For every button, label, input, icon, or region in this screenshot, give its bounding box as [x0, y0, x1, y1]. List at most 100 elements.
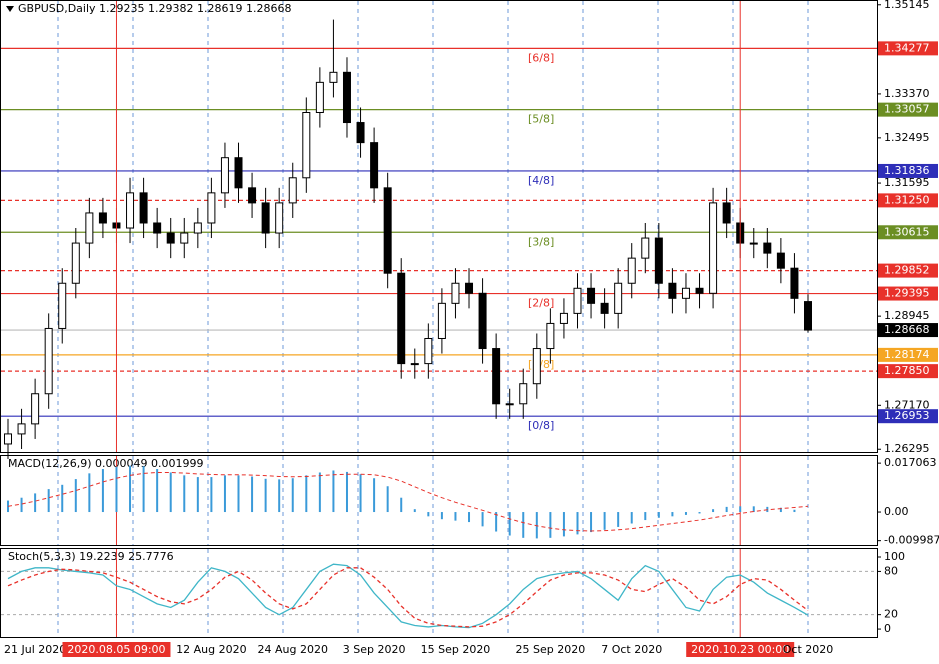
candle-body — [709, 202, 718, 294]
level-label-bg — [878, 102, 938, 117]
y-tick-label: 1.33370 — [884, 87, 930, 100]
signal-line — [7, 471, 809, 532]
y-tick-label: 0.017063 — [884, 456, 937, 469]
x-tick-label: 7 Oct 2020 — [601, 643, 662, 656]
y-tick-label: 1.31595 — [884, 176, 930, 189]
x-tick-label: 15 Sep 2020 — [421, 643, 491, 656]
level-label: 1.29395 — [884, 287, 930, 300]
level-label-bg — [878, 364, 938, 379]
level-label: 1.31250 — [884, 193, 930, 206]
x-tick-label: Oct 2020 — [783, 643, 834, 656]
candle-body — [356, 122, 365, 144]
candle-body — [546, 322, 555, 350]
candle-body — [505, 403, 514, 406]
candle-body — [478, 292, 487, 350]
candle-body — [397, 272, 406, 365]
candle-body — [722, 202, 731, 224]
y-tick-label: 20 — [884, 608, 898, 621]
y-tick-label: 1.32495 — [884, 131, 930, 144]
y-tick-label: 1.28945 — [884, 309, 930, 322]
panel-title: Stoch(5,3,3) 19.2239 25.7776 — [8, 550, 174, 563]
candle-body — [220, 157, 229, 194]
candle-body — [315, 81, 324, 113]
candle-body — [668, 282, 677, 299]
panel-title: GBPUSD,Daily 1.29235 1.29382 1.28619 1.2… — [18, 2, 291, 15]
candle-body — [776, 252, 785, 269]
main-line — [7, 563, 809, 629]
level-label: 1.30615 — [884, 225, 930, 238]
level-label-bg — [878, 163, 938, 178]
y-tick-label: 0 — [884, 622, 891, 635]
signal-line — [7, 567, 809, 628]
level-label-bg — [878, 286, 938, 301]
candle-body — [261, 202, 270, 234]
candle-body — [559, 312, 568, 324]
y-tick-label: 1.27170 — [884, 398, 930, 411]
main-panel — [0, 0, 878, 453]
candle-body — [519, 383, 528, 405]
candle-body — [695, 287, 704, 294]
candle-body — [790, 267, 799, 299]
x-label-bg — [62, 642, 171, 657]
candle-body — [275, 202, 284, 234]
candle-body — [248, 187, 257, 204]
candle-body — [492, 348, 501, 405]
y-tick-label: 100 — [884, 550, 905, 563]
menu-arrow[interactable] — [6, 6, 14, 12]
candle-body — [17, 423, 26, 435]
candle-body — [31, 393, 40, 425]
candle-body — [329, 71, 338, 83]
stoch-panel — [0, 548, 878, 638]
level-label: 1.26953 — [884, 409, 930, 422]
candle-body — [4, 433, 12, 445]
y-tick-label: 1.26295 — [884, 442, 930, 455]
level-label: 1.34277 — [884, 41, 930, 54]
level-label-bg — [878, 225, 938, 240]
candle-body — [573, 287, 582, 314]
candle-body — [587, 287, 596, 304]
candle-body — [288, 177, 297, 204]
candle-body — [763, 242, 772, 254]
murrey-label: [2/8] — [528, 297, 554, 310]
candle-body — [98, 212, 107, 224]
x-tick-label: 3 Sep 2020 — [343, 643, 406, 656]
candle-body — [532, 348, 541, 385]
candle-body — [44, 327, 53, 395]
candle-body — [804, 301, 812, 331]
level-label-bg — [878, 193, 938, 208]
level-label: 1.31836 — [884, 164, 930, 177]
candle-body — [424, 337, 433, 365]
x-tick-label: 12 Aug 2020 — [176, 643, 246, 656]
candle-body — [302, 111, 311, 179]
candle-body — [234, 157, 243, 189]
level-label-bg — [878, 263, 938, 278]
x-label-bg — [686, 642, 795, 657]
level-label: 1.29852 — [884, 264, 930, 277]
x-tick-label: 25 Sep 2020 — [516, 643, 586, 656]
murrey-label: [3/8] — [528, 235, 554, 248]
candle-body — [342, 71, 351, 124]
candle-body — [641, 237, 650, 259]
candle-body — [600, 302, 609, 314]
level-label-bg — [878, 347, 938, 362]
level-label: 1.28174 — [884, 348, 930, 361]
candle-body — [437, 302, 446, 339]
candle-body — [749, 242, 758, 245]
candle-body — [370, 142, 379, 189]
candle-body — [71, 242, 80, 284]
level-label: 1.27850 — [884, 364, 930, 377]
candle-body — [85, 212, 94, 244]
murrey-label: [0/8] — [528, 419, 554, 432]
x-tick-label: 2020.10.23 00:00 — [691, 643, 789, 656]
candle-body — [58, 282, 67, 329]
murrey-label: [4/8] — [528, 174, 554, 187]
candle-body — [166, 232, 175, 244]
candle-body — [614, 282, 623, 314]
x-tick-label: 24 Aug 2020 — [258, 643, 328, 656]
murrey-label: [5/8] — [528, 113, 554, 126]
candle-body — [193, 222, 202, 234]
candle-body — [410, 363, 419, 366]
y-tick-label: 0.00 — [884, 505, 909, 518]
